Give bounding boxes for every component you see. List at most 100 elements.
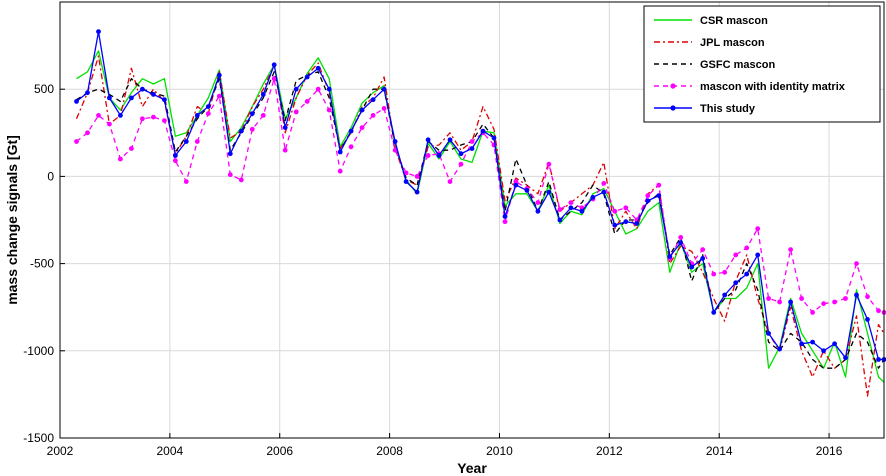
- data-point: [129, 95, 134, 101]
- legend-marker: [670, 83, 676, 89]
- data-point: [260, 113, 266, 118]
- legend-label: JPL mascon: [700, 37, 765, 49]
- data-point: [766, 331, 771, 336]
- legend-entry: JPL mascon: [654, 37, 765, 49]
- data-point: [755, 252, 761, 258]
- y-tick-label: -1500: [23, 431, 54, 445]
- data-point: [601, 181, 607, 186]
- x-tick-label: 2002: [47, 444, 74, 458]
- legend-label: CSR mascon: [700, 15, 768, 27]
- data-point: [205, 111, 211, 116]
- data-point: [865, 317, 870, 322]
- x-tick-label: 2016: [816, 444, 843, 458]
- data-point: [535, 208, 541, 214]
- x-tick-label: 2014: [706, 444, 733, 458]
- data-point: [151, 92, 156, 97]
- data-point: [359, 125, 365, 130]
- data-point: [733, 252, 739, 258]
- data-point: [315, 86, 321, 92]
- data-point: [491, 135, 497, 141]
- data-point: [678, 235, 684, 240]
- data-point: [634, 221, 640, 226]
- data-point: [118, 156, 123, 162]
- series-line: [76, 78, 885, 314]
- x-tick-label: 2012: [596, 444, 623, 458]
- data-point: [645, 198, 651, 204]
- data-point: [249, 126, 255, 132]
- data-point: [173, 158, 178, 164]
- data-point: [107, 121, 112, 127]
- data-point: [227, 172, 233, 178]
- data-point: [293, 86, 299, 92]
- data-point: [162, 118, 167, 123]
- x-tick-label: 2008: [376, 444, 403, 458]
- data-point: [700, 256, 706, 261]
- data-point: [348, 128, 354, 134]
- data-point: [216, 93, 222, 99]
- data-point: [667, 254, 673, 259]
- x-axis: 2002 2004 2006 2008 2010 2012 2014 2016: [47, 433, 843, 458]
- data-point: [238, 128, 244, 134]
- legend-entry: CSR mascon: [654, 15, 768, 27]
- legend-label: mascon with identity matrix: [700, 81, 846, 93]
- legend-label: This study: [700, 103, 756, 115]
- data-point: [513, 179, 519, 185]
- data-point: [579, 208, 585, 214]
- data-point: [140, 86, 145, 92]
- data-point: [151, 114, 156, 120]
- legend-label: GSFC mascon: [700, 59, 775, 71]
- data-point: [502, 214, 508, 219]
- data-point: [425, 153, 431, 158]
- data-point: [436, 153, 442, 158]
- data-point: [601, 189, 607, 195]
- data-point: [140, 116, 145, 122]
- y-tick-label: -1000: [23, 344, 54, 358]
- legend-marker: [670, 105, 676, 111]
- data-point: [524, 188, 530, 193]
- data-point: [469, 139, 475, 144]
- data-point: [403, 179, 409, 185]
- data-point: [392, 139, 398, 144]
- series-2: [75, 55, 885, 397]
- data-point: [832, 299, 837, 305]
- data-point: [271, 62, 277, 68]
- data-point: [865, 294, 870, 300]
- data-point: [381, 86, 387, 92]
- data-point: [183, 179, 189, 185]
- data-point: [348, 144, 354, 150]
- y-axis-label: mass change signals [Gt]: [4, 135, 20, 305]
- data-point: [183, 139, 189, 144]
- data-point: [766, 296, 771, 301]
- data-point: [557, 207, 563, 212]
- data-point: [568, 200, 574, 206]
- data-point: [216, 72, 222, 78]
- data-point: [876, 308, 881, 314]
- data-point: [469, 146, 475, 151]
- data-point: [107, 95, 112, 101]
- data-point: [293, 109, 299, 115]
- data-point: [788, 299, 793, 305]
- data-point: [359, 107, 365, 113]
- data-point: [326, 86, 332, 92]
- data-point: [810, 339, 815, 345]
- data-point: [854, 261, 859, 266]
- data-point: [370, 97, 376, 103]
- data-point: [876, 357, 881, 362]
- data-point: [722, 269, 728, 275]
- data-point: [260, 92, 266, 97]
- y-tick-label: 0: [47, 169, 54, 183]
- data-point: [799, 341, 804, 347]
- data-point: [85, 130, 90, 136]
- data-point: [678, 240, 684, 246]
- data-point: [304, 74, 310, 80]
- data-point: [96, 29, 101, 34]
- data-point: [458, 151, 464, 157]
- data-point: [821, 301, 826, 307]
- data-point: [227, 151, 233, 157]
- data-point: [502, 219, 508, 225]
- data-point: [535, 200, 541, 206]
- data-point: [821, 348, 826, 354]
- series-line: [75, 55, 885, 397]
- x-axis-label: Year: [457, 460, 487, 476]
- data-point: [843, 355, 848, 361]
